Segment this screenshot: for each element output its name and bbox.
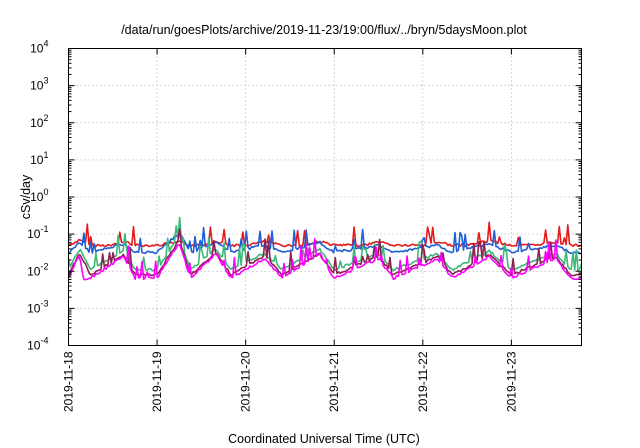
y-tick-exponent: -2 (40, 261, 48, 271)
x-axis: 2019-11-18 2019-11-19 2019-11-20 2019-11-21… (62, 48, 518, 412)
y-tick-exponent: 2 (43, 113, 48, 123)
x-tick-label: 2019-11-22 (416, 351, 430, 412)
y-tick-label: 102 (30, 113, 48, 130)
y-tick-label: 10-2 (27, 261, 48, 278)
y-tick-exponent: 4 (43, 39, 48, 49)
series-line (67, 216, 583, 272)
y-tick-exponent: 0 (43, 187, 48, 197)
grid (68, 48, 582, 346)
y-axis-label: cSv/day (19, 174, 33, 219)
y-tick-label: 103 (30, 76, 48, 93)
chart-title: /data/run/goesPlots/archive/2019-11-23/1… (121, 23, 527, 37)
y-tick-exponent: 3 (43, 76, 48, 86)
series-line (67, 238, 582, 281)
y-tick-exponent: 1 (43, 150, 48, 160)
x-tick-label: 2019-11-20 (239, 351, 253, 412)
x-tick-label: 2019-11-18 (62, 351, 76, 412)
x-tick-label: 2019-11-23 (504, 351, 518, 412)
y-tick-exponent: -1 (40, 224, 48, 234)
y-tick-label: 10-4 (27, 336, 48, 353)
y-tick-label: 10-3 (27, 298, 48, 315)
x-tick-label: 2019-11-19 (150, 351, 164, 412)
x-axis-label: Coordinated Universal Time (UTC) (228, 432, 420, 446)
y-tick-exponent: -4 (40, 336, 48, 346)
series-line (68, 226, 582, 255)
series-group (67, 216, 583, 281)
y-tick-exponent: -3 (40, 298, 48, 308)
y-tick-label: 10-1 (27, 224, 48, 241)
y-tick-label: 104 (30, 39, 48, 56)
x-tick-label: 2019-11-21 (327, 351, 341, 412)
y-tick-label: 101 (30, 150, 48, 167)
